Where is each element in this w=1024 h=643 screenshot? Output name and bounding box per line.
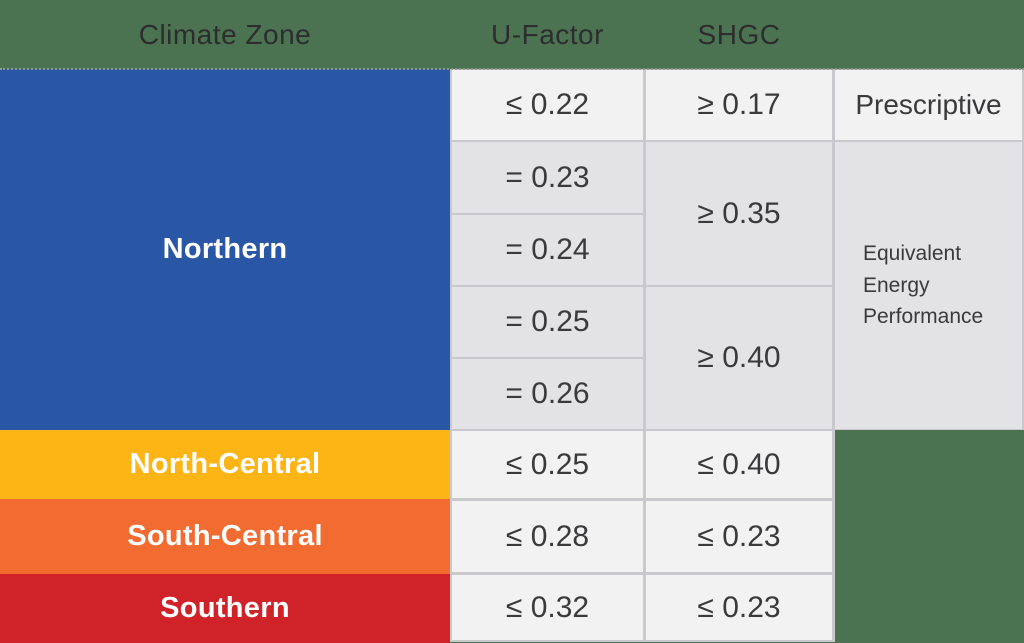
cell-northern-equivalent-energy-performance: Equivalent Energy Performance: [835, 142, 1022, 429]
header-dotted-divider: [0, 68, 1024, 70]
cell-northern-prescriptive: Prescriptive: [835, 70, 1022, 140]
zone-label-south-central: South-Central: [127, 520, 323, 552]
column-header-climate-zone: Climate Zone: [138, 18, 312, 50]
column-header-shgc: SHGC: [697, 18, 781, 50]
cell-southern-ufactor: ≤ 0.32: [452, 575, 643, 640]
cell-northern-shgc-row1: ≥ 0.17: [646, 70, 832, 140]
zone-band-north-central: North-Central: [0, 430, 450, 499]
cell-northern-ufactor-row3: = 0.24: [452, 215, 643, 285]
cell-northern-ufactor-row2: = 0.23: [452, 142, 643, 213]
cell-south-central-ufactor: ≤ 0.28: [452, 501, 643, 572]
equivalent-energy-performance-text: Equivalent Energy Performance: [863, 242, 984, 329]
cell-northern-ufactor-row5: = 0.26: [452, 359, 643, 429]
zone-band-northern: Northern: [0, 69, 450, 430]
zone-label-north-central: North-Central: [129, 448, 321, 480]
cell-northern-shgc-rows4-5: ≥ 0.40: [646, 287, 832, 429]
zone-label-southern: Southern: [160, 592, 290, 624]
cell-south-central-shgc: ≤ 0.23: [646, 501, 832, 572]
cell-northern-ufactor-row4: = 0.25: [452, 287, 643, 357]
cell-southern-shgc: ≤ 0.23: [646, 575, 832, 640]
cell-northern-shgc-rows2-3: ≥ 0.35: [646, 142, 832, 285]
column-header-u-factor: U-Factor: [491, 18, 604, 50]
cell-north-central-shgc: ≤ 0.40: [646, 431, 832, 498]
zone-band-south-central: South-Central: [0, 499, 450, 574]
zone-label-northern: Northern: [162, 233, 288, 265]
cell-north-central-ufactor: ≤ 0.25: [452, 431, 643, 498]
cell-northern-ufactor-row1: ≤ 0.22: [452, 70, 643, 140]
zone-band-southern: Southern: [0, 574, 450, 643]
